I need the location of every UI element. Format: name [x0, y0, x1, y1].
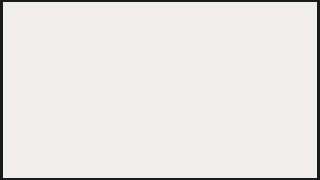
Text: 6×413 = 2478: 6×413 = 2478 — [9, 85, 75, 94]
Text: 2×358=76: 2×358=76 — [102, 101, 152, 110]
FancyBboxPatch shape — [3, 2, 192, 39]
Text: Discuss the potential energy diagram starting from 1 00 kJ: Discuss the potential energy diagram sta… — [9, 22, 137, 26]
Text: 2×463=926: 2×463=926 — [102, 116, 157, 125]
Text: P.E.: P.E. — [198, 77, 208, 94]
Text: 2×463 = 926: 2×463 = 926 — [9, 116, 69, 125]
Text: 4120: 4120 — [102, 139, 125, 148]
Text: +$\frac{1}{2}$C=O+$\cdot$$\rightarrow$   +$\frac{1}{2}$   $\rightarrow$ +$\cdot$: +$\frac{1}{2}$C=O+$\cdot$$\rightarrow$ +… — [9, 57, 87, 69]
Text: 2CH$_2$O $\rightarrow$ C$_2$H$_2$O + H$_2$O: 2CH$_2$O $\rightarrow$ C$_2$H$_2$O + H$_… — [15, 42, 132, 55]
Text: 2CH₂O: 2CH₂O — [221, 147, 246, 156]
Text: Ex: Copy the reaction in your notebook.: Ex: Copy the reaction in your notebook. — [9, 4, 113, 9]
Text: 4120 = Ea: 4120 = Ea — [9, 139, 56, 148]
Text: Ea=4120: Ea=4120 — [227, 81, 262, 90]
Text: 2×358 = 716: 2×358 = 716 — [9, 101, 70, 110]
Text: 6×418=2478: 6×418=2478 — [102, 85, 163, 94]
Text: Calculate Ea: Calculate Ea — [9, 13, 42, 18]
